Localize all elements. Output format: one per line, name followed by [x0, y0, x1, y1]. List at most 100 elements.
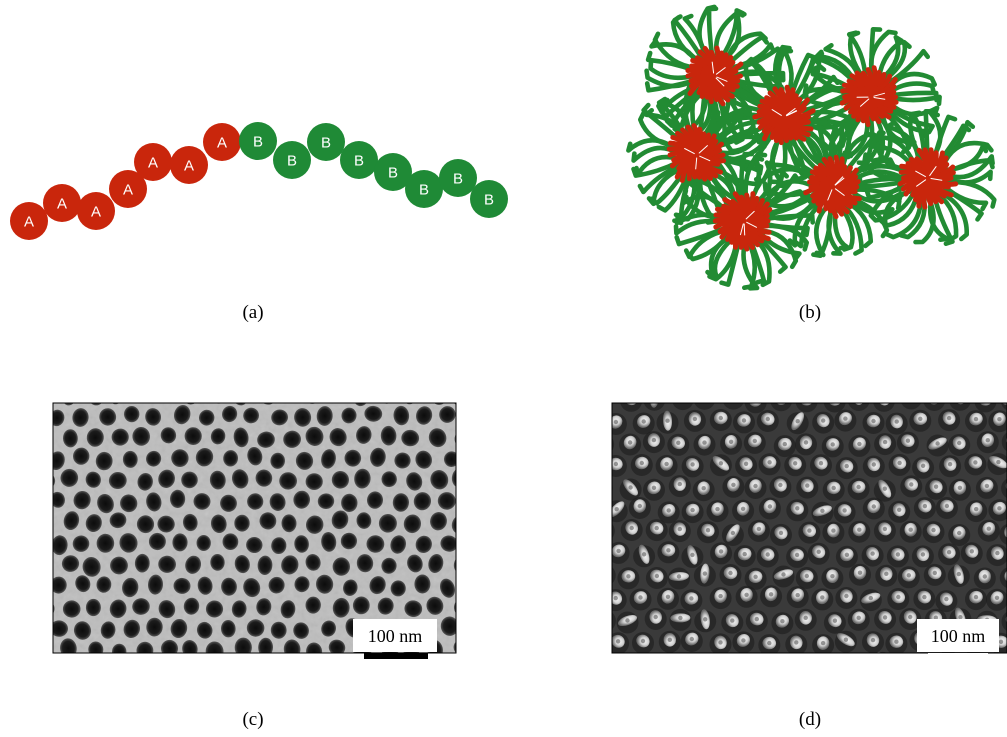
- monomer-a-circle: [203, 123, 241, 161]
- nanodot-center: [742, 551, 747, 557]
- monomer-b-label: B: [287, 153, 297, 170]
- pore: [305, 554, 321, 571]
- pore: [393, 405, 410, 426]
- pore: [366, 491, 384, 509]
- dot-shadow: [744, 403, 767, 414]
- nanodot-center: [818, 461, 824, 466]
- nanodot-center: [958, 615, 963, 620]
- monomer-b-bead: B: [374, 153, 412, 191]
- pore: [332, 597, 350, 618]
- monomer-b-label: B: [321, 135, 331, 152]
- nanodot-center: [820, 595, 825, 600]
- pore: [401, 429, 420, 447]
- nanodot-center: [894, 419, 899, 424]
- monomer-a-bead: A: [77, 192, 115, 230]
- corona-chain: [656, 170, 691, 213]
- pore: [246, 536, 263, 554]
- nanodot-center: [909, 482, 914, 487]
- pore: [62, 600, 81, 618]
- nanodot-center: [703, 663, 707, 667]
- core-gap: [916, 179, 927, 187]
- pore: [122, 577, 139, 598]
- micelle-core: [685, 45, 744, 107]
- dot-shadow: [612, 403, 614, 405]
- nanodot-center: [615, 639, 621, 644]
- pore: [209, 470, 226, 490]
- nanodot-center: [974, 506, 979, 512]
- panel-c-sem-image: 100 nm: [35, 402, 457, 659]
- nanodot: [848, 656, 866, 674]
- pore: [122, 450, 138, 468]
- pore: [53, 576, 67, 594]
- pore: [148, 532, 166, 551]
- pore: [415, 535, 432, 554]
- dot-shadow: [901, 656, 923, 678]
- pore: [283, 430, 301, 448]
- pore: [146, 492, 162, 512]
- pore: [321, 449, 336, 469]
- nanodot-center: [820, 640, 826, 646]
- corona-chain: [714, 132, 762, 156]
- pore: [255, 469, 273, 487]
- nanodot-center: [920, 463, 926, 468]
- nanodot-center: [628, 663, 632, 667]
- micelle-core: [897, 147, 959, 210]
- nanodot-center: [718, 593, 723, 599]
- panel-c-scale-bar: [364, 653, 428, 659]
- nanodot-center: [651, 663, 655, 667]
- nanodot-center: [627, 440, 633, 445]
- nanodot: [669, 654, 690, 674]
- monomer-a-circle: [43, 184, 81, 222]
- pore: [390, 535, 407, 554]
- pore: [62, 429, 78, 448]
- nanodot-center: [844, 463, 849, 469]
- nanodot-center: [871, 418, 876, 424]
- pore: [210, 554, 225, 571]
- pore: [158, 469, 175, 488]
- monomer-b-bead: B: [405, 170, 443, 208]
- nanodot-center: [794, 552, 800, 558]
- pore: [343, 579, 358, 596]
- nanodot-center: [652, 396, 656, 400]
- nanodot-center: [651, 437, 657, 443]
- nanodot-center: [752, 438, 757, 444]
- nanodot-center: [933, 484, 939, 489]
- nanodot-center: [753, 483, 758, 489]
- pore: [96, 576, 112, 593]
- pore: [404, 600, 423, 618]
- pore: [381, 471, 397, 488]
- nanodot-center: [957, 530, 962, 536]
- pore: [147, 574, 164, 595]
- nanodot-center: [830, 662, 834, 666]
- pore: [231, 600, 247, 618]
- dot-shadow: [974, 403, 997, 413]
- nanodot-center: [718, 461, 724, 466]
- core-gap: [860, 98, 870, 107]
- core-gap: [711, 61, 715, 74]
- nanodot-center: [897, 460, 902, 466]
- pore: [99, 408, 117, 426]
- pore: [35, 427, 54, 447]
- nanodot-center: [830, 574, 835, 579]
- panel-a-caption: (a): [242, 302, 263, 323]
- nanodot: [904, 656, 921, 674]
- dot-shadow: [612, 567, 616, 584]
- nanodot-center: [629, 525, 634, 531]
- nanodot-center: [767, 460, 772, 465]
- nanodot-center: [730, 661, 734, 665]
- nanodot-center: [690, 552, 695, 558]
- nanodot-center: [741, 638, 746, 643]
- monomer-b-label: B: [484, 192, 494, 209]
- nanodot-center: [856, 484, 861, 490]
- nanodot-center: [730, 530, 736, 536]
- pore: [430, 512, 447, 531]
- dot-shadow: [901, 403, 922, 410]
- pore: [53, 403, 54, 404]
- pore: [53, 491, 65, 508]
- pore: [370, 447, 386, 467]
- nanodot-center: [664, 461, 669, 467]
- pore: [341, 493, 358, 512]
- pore: [414, 574, 431, 594]
- nanodot-center: [767, 504, 773, 509]
